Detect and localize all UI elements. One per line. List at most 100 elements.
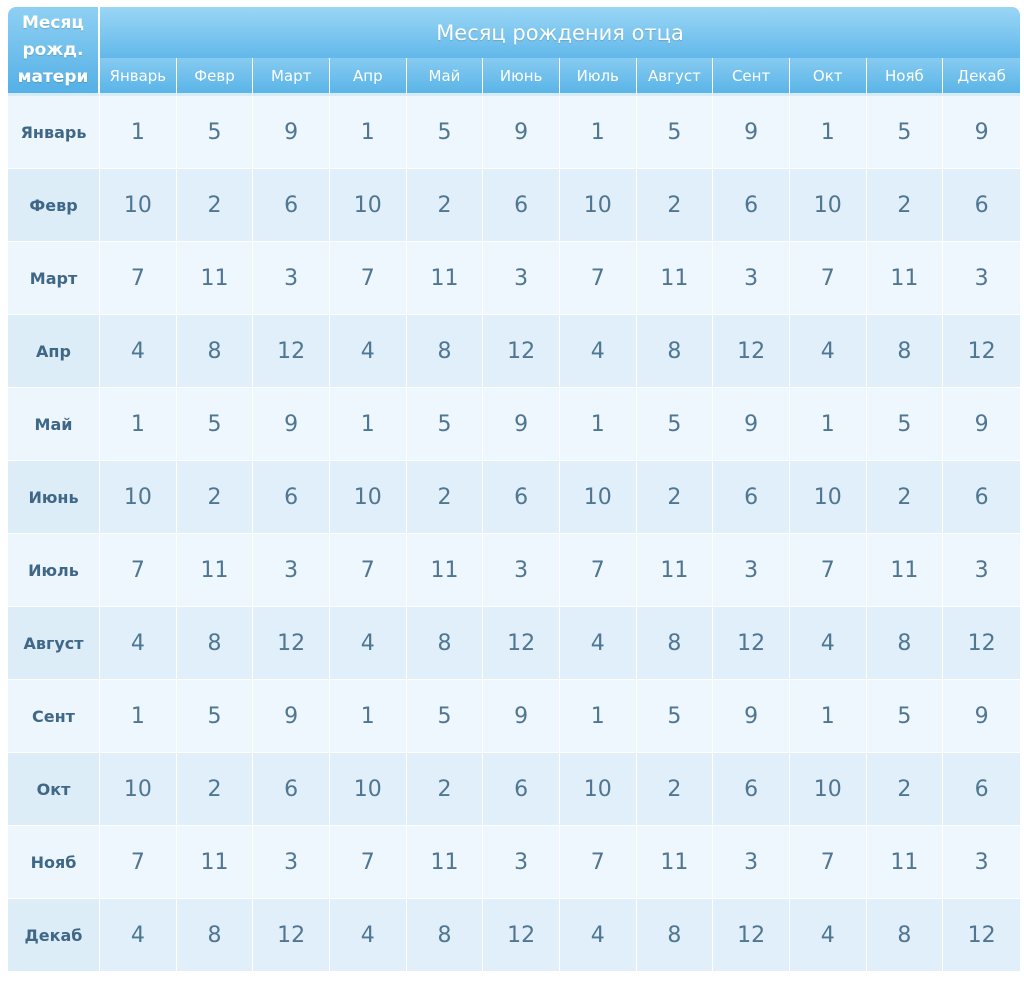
table-cell: 10 bbox=[329, 169, 407, 242]
table-cell: 12 bbox=[483, 899, 560, 972]
table-cell: 10 bbox=[329, 461, 407, 534]
table-cell: 1 bbox=[559, 680, 637, 753]
table-cell: 5 bbox=[406, 388, 484, 461]
table-cell: 10 bbox=[559, 753, 637, 826]
row-header: Июнь bbox=[8, 461, 100, 534]
table-cell: 9 bbox=[483, 388, 560, 461]
table-cell: 2 bbox=[406, 753, 484, 826]
table-cell: 11 bbox=[406, 242, 484, 315]
table-cell: 2 bbox=[176, 169, 254, 242]
row-header: Август bbox=[8, 607, 100, 680]
table-cell: 2 bbox=[866, 169, 944, 242]
row-header: Апр bbox=[8, 315, 100, 388]
row-header: Февр bbox=[8, 169, 100, 242]
table-cell: 3 bbox=[943, 242, 1021, 315]
table-cell: 3 bbox=[253, 534, 330, 607]
table-cell: 2 bbox=[866, 461, 944, 534]
table-cell: 9 bbox=[713, 680, 790, 753]
table-cell: 7 bbox=[100, 826, 177, 899]
table-cell: 6 bbox=[253, 461, 330, 534]
table-cell: 3 bbox=[253, 242, 330, 315]
table-cell: 9 bbox=[483, 96, 560, 169]
table-cell: 12 bbox=[713, 899, 790, 972]
table-cell: 3 bbox=[943, 826, 1021, 899]
table-cell: 8 bbox=[406, 315, 484, 388]
table-cell: 10 bbox=[789, 461, 867, 534]
table-cell: 9 bbox=[943, 680, 1021, 753]
table-row: Нояб 7 11 3 7 11 3 7 11 3 7 11 3 bbox=[8, 826, 1021, 899]
table-cell: 1 bbox=[329, 388, 407, 461]
table-cell: 7 bbox=[100, 242, 177, 315]
table-cell: 9 bbox=[943, 96, 1021, 169]
header-row-title: Месяц рожд. матери Месяц рождения отца bbox=[8, 7, 1021, 96]
table-cell: 8 bbox=[176, 899, 254, 972]
column-header: Декаб bbox=[943, 58, 1021, 96]
table-cell: 9 bbox=[253, 680, 330, 753]
table-cell: 10 bbox=[100, 461, 177, 534]
table-cell: 12 bbox=[253, 315, 330, 388]
table-cell: 2 bbox=[176, 461, 254, 534]
table-cell: 11 bbox=[866, 242, 944, 315]
table-cell: 3 bbox=[483, 826, 560, 899]
table-cell: 4 bbox=[329, 899, 407, 972]
table-cell: 6 bbox=[483, 753, 560, 826]
table-cell: 3 bbox=[713, 242, 790, 315]
table-cell: 4 bbox=[559, 315, 637, 388]
table-cell: 1 bbox=[329, 96, 407, 169]
column-header: Нояб bbox=[866, 58, 944, 96]
table-cell: 5 bbox=[636, 96, 714, 169]
table-cell: 1 bbox=[559, 96, 637, 169]
table-row: Июль 7 11 3 7 11 3 7 11 3 7 11 3 bbox=[8, 534, 1021, 607]
row-header: Март bbox=[8, 242, 100, 315]
table-cell: 10 bbox=[100, 169, 177, 242]
table-row: Окт 10 2 6 10 2 6 10 2 6 10 2 6 bbox=[8, 753, 1021, 826]
table-body: Январь 1 5 9 1 5 9 1 5 9 1 5 9 Февр 10 2 6 10 2 6 10 2 6 10 2 6 Ма… bbox=[8, 96, 1021, 972]
table-cell: 12 bbox=[943, 899, 1021, 972]
table-cell: 5 bbox=[636, 680, 714, 753]
column-header: Июнь bbox=[483, 58, 560, 96]
table-cell: 2 bbox=[636, 461, 714, 534]
row-header: Декаб bbox=[8, 899, 100, 972]
table-cell: 4 bbox=[100, 607, 177, 680]
conception-table: Месяц рожд. матери Месяц рождения отца Я… bbox=[8, 7, 1021, 972]
corner-header: Месяц рожд. матери bbox=[8, 7, 100, 96]
corner-label-line: Месяц bbox=[21, 12, 85, 33]
table-cell: 2 bbox=[636, 169, 714, 242]
table-cell: 6 bbox=[943, 461, 1021, 534]
table-cell: 11 bbox=[176, 534, 254, 607]
table-cell: 6 bbox=[713, 753, 790, 826]
table-cell: 8 bbox=[636, 315, 714, 388]
table-cell: 7 bbox=[789, 242, 867, 315]
table-cell: 2 bbox=[636, 753, 714, 826]
column-header: Март bbox=[253, 58, 330, 96]
column-header: Январь bbox=[100, 58, 177, 96]
table-row: Январь 1 5 9 1 5 9 1 5 9 1 5 9 bbox=[8, 96, 1021, 169]
table-cell: 8 bbox=[636, 607, 714, 680]
table-cell: 10 bbox=[559, 169, 637, 242]
column-header: Май bbox=[406, 58, 484, 96]
table-title: Месяц рождения отца bbox=[100, 7, 1021, 59]
column-header: Август bbox=[636, 58, 714, 96]
table-cell: 12 bbox=[713, 315, 790, 388]
table-cell: 7 bbox=[329, 242, 407, 315]
table-cell: 2 bbox=[406, 461, 484, 534]
table-cell: 7 bbox=[559, 534, 637, 607]
table-row: Февр 10 2 6 10 2 6 10 2 6 10 2 6 bbox=[8, 169, 1021, 242]
table-cell: 8 bbox=[176, 315, 254, 388]
table-cell: 5 bbox=[176, 680, 254, 753]
table-cell: 11 bbox=[636, 242, 714, 315]
table-cell: 3 bbox=[253, 826, 330, 899]
table-cell: 4 bbox=[329, 315, 407, 388]
table-cell: 9 bbox=[713, 388, 790, 461]
table-cell: 5 bbox=[866, 388, 944, 461]
row-header: Январь bbox=[8, 96, 100, 169]
table-cell: 6 bbox=[253, 169, 330, 242]
table-cell: 6 bbox=[253, 753, 330, 826]
table-cell: 8 bbox=[866, 607, 944, 680]
table-cell: 8 bbox=[866, 899, 944, 972]
table-cell: 4 bbox=[559, 607, 637, 680]
table-cell: 7 bbox=[329, 534, 407, 607]
table-cell: 8 bbox=[176, 607, 254, 680]
table-cell: 2 bbox=[406, 169, 484, 242]
table-cell: 9 bbox=[713, 96, 790, 169]
